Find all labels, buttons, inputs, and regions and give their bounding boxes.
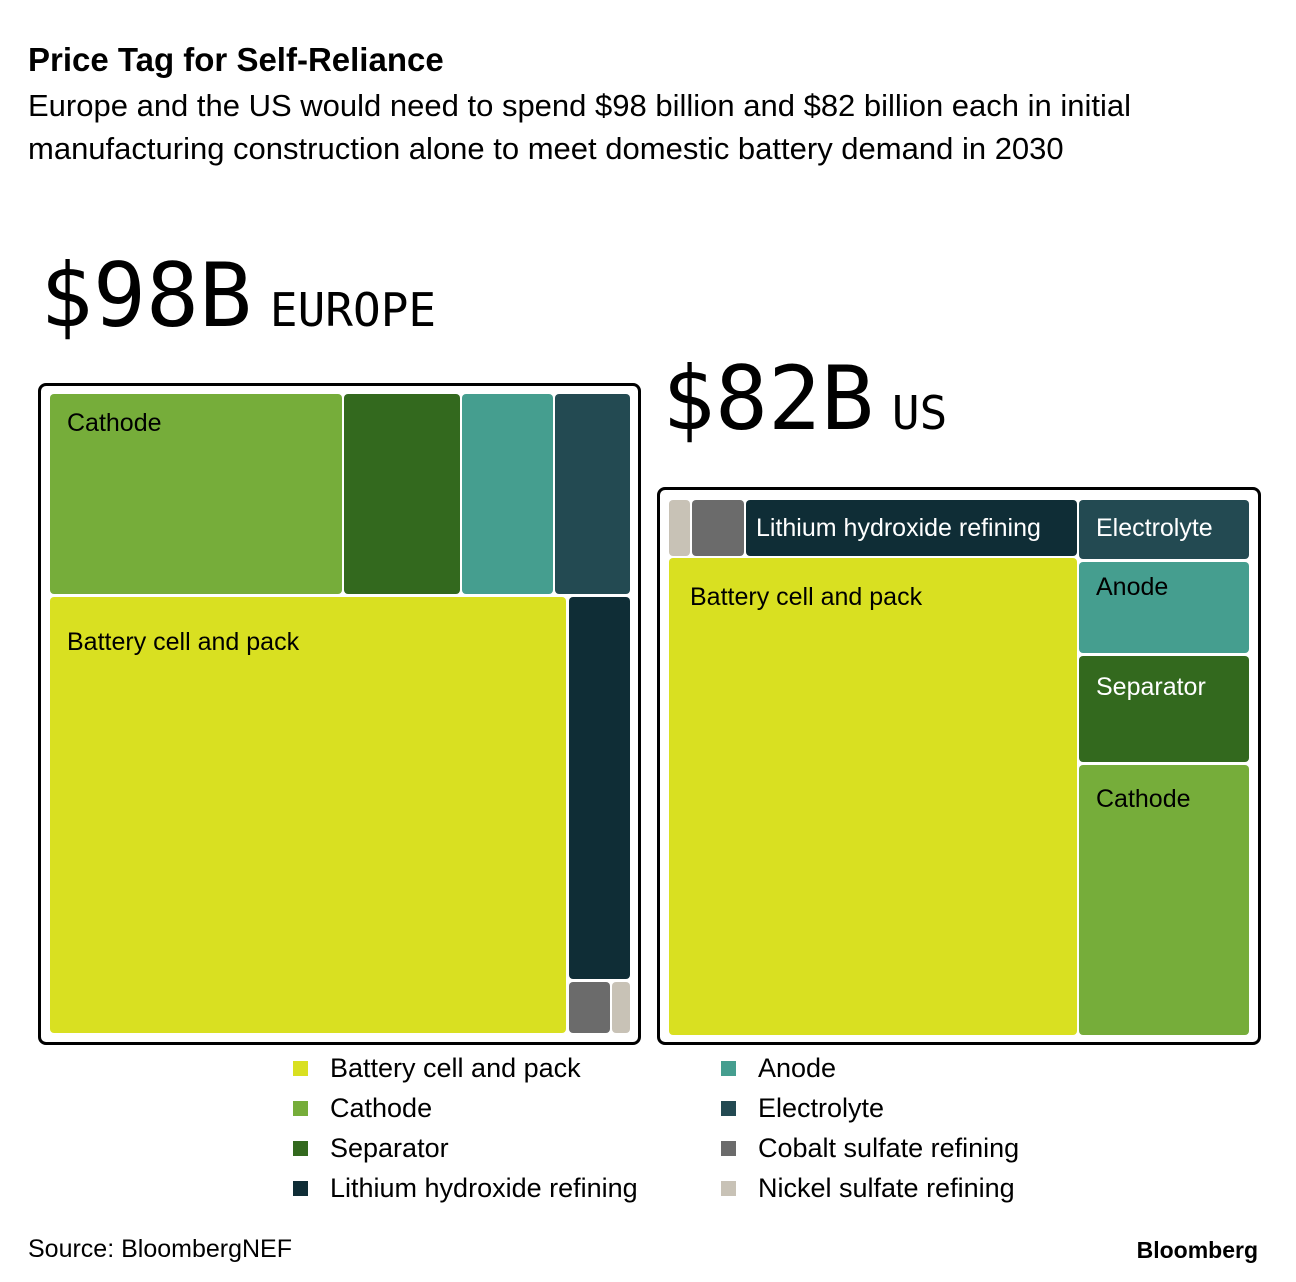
us-tile-electrolyte-label: Electrolyte <box>1096 514 1213 542</box>
legend-item-nickel: Nickel sulfate refining <box>721 1168 1121 1208</box>
source-note: Source: BloombergNEF <box>28 1235 293 1263</box>
europe-tile-cobalt <box>569 982 610 1033</box>
legend-label: Anode <box>758 1053 837 1083</box>
us-tile-separator: Separator <box>1079 656 1249 762</box>
legend-label: Nickel sulfate refining <box>758 1173 1015 1203</box>
us-tile-cathode-label: Cathode <box>1096 785 1191 813</box>
legend-label: Lithium hydroxide refining <box>330 1173 638 1203</box>
legend-label: Battery cell and pack <box>330 1053 581 1083</box>
us-tile-cobalt <box>692 500 744 556</box>
us-tile-electrolyte: Electrolyte <box>1079 500 1249 559</box>
legend-swatch <box>293 1141 308 1156</box>
legend-item-separator: Separator <box>293 1128 693 1168</box>
legend-swatch <box>721 1141 736 1156</box>
legend-item-cathode: Cathode <box>293 1088 693 1128</box>
europe-tile-lithium <box>569 597 630 979</box>
legend-swatch <box>721 1101 736 1116</box>
legend-swatch <box>293 1061 308 1076</box>
us-tile-lithium: Lithium hydroxide refining <box>746 500 1077 556</box>
europe-total-amount: $98B <box>40 244 252 347</box>
europe-tile-battery-label: Battery cell and pack <box>67 628 300 656</box>
us-region-label: US <box>891 386 948 440</box>
legend-label: Separator <box>330 1133 449 1163</box>
us-tile-battery: Battery cell and pack <box>669 558 1077 1035</box>
us-tile-anode-label: Anode <box>1096 573 1169 601</box>
europe-tile-battery: Battery cell and pack <box>50 597 566 1033</box>
us-tile-cathode: Cathode <box>1079 765 1249 1035</box>
chart-subtitle: Europe and the US would need to spend $9… <box>28 88 1132 166</box>
us-treemap: Lithium hydroxide refining Electrolyte B… <box>657 487 1261 1045</box>
legend-column-right: Anode Electrolyte Cobalt sulfate refinin… <box>721 1048 1121 1208</box>
legend-item-battery: Battery cell and pack <box>293 1048 693 1088</box>
legend-label: Cathode <box>330 1093 433 1123</box>
europe-total: $98B EUROPE <box>40 252 436 340</box>
europe-tile-electrolyte <box>555 394 630 594</box>
europe-tile-anode <box>462 394 553 594</box>
legend-column-left: Battery cell and pack Cathode Separator … <box>293 1048 693 1208</box>
us-tile-anode: Anode <box>1079 562 1249 653</box>
legend-label: Cobalt sulfate refining <box>758 1133 1020 1163</box>
europe-treemap: Cathode Battery cell and pack <box>38 383 641 1045</box>
legend-swatch <box>293 1181 308 1196</box>
legend-item-electrolyte: Electrolyte <box>721 1088 1121 1128</box>
bloomberg-logo: Bloomberg <box>1136 1237 1258 1263</box>
europe-tile-cathode: Cathode <box>50 394 342 594</box>
legend-item-lithium: Lithium hydroxide refining <box>293 1168 693 1208</box>
us-tile-separator-label: Separator <box>1096 673 1206 701</box>
us-tile-nickel <box>669 500 690 556</box>
us-tile-battery-label: Battery cell and pack <box>690 583 923 611</box>
legend-item-cobalt: Cobalt sulfate refining <box>721 1128 1121 1168</box>
us-total: $82B US <box>662 355 947 443</box>
legend-swatch <box>721 1061 736 1076</box>
us-tile-lithium-label: Lithium hydroxide refining <box>756 514 1041 542</box>
legend-label: Electrolyte <box>758 1093 885 1123</box>
chart-title: Price Tag for Self-Reliance <box>28 41 444 78</box>
legend-swatch <box>293 1101 308 1116</box>
europe-tile-separator <box>344 394 460 594</box>
legend-item-anode: Anode <box>721 1048 1121 1088</box>
legend-swatch <box>721 1181 736 1196</box>
us-total-amount: $82B <box>662 347 874 450</box>
europe-tile-nickel <box>612 982 630 1033</box>
europe-tile-cathode-label: Cathode <box>67 409 162 437</box>
europe-region-label: EUROPE <box>269 283 437 337</box>
